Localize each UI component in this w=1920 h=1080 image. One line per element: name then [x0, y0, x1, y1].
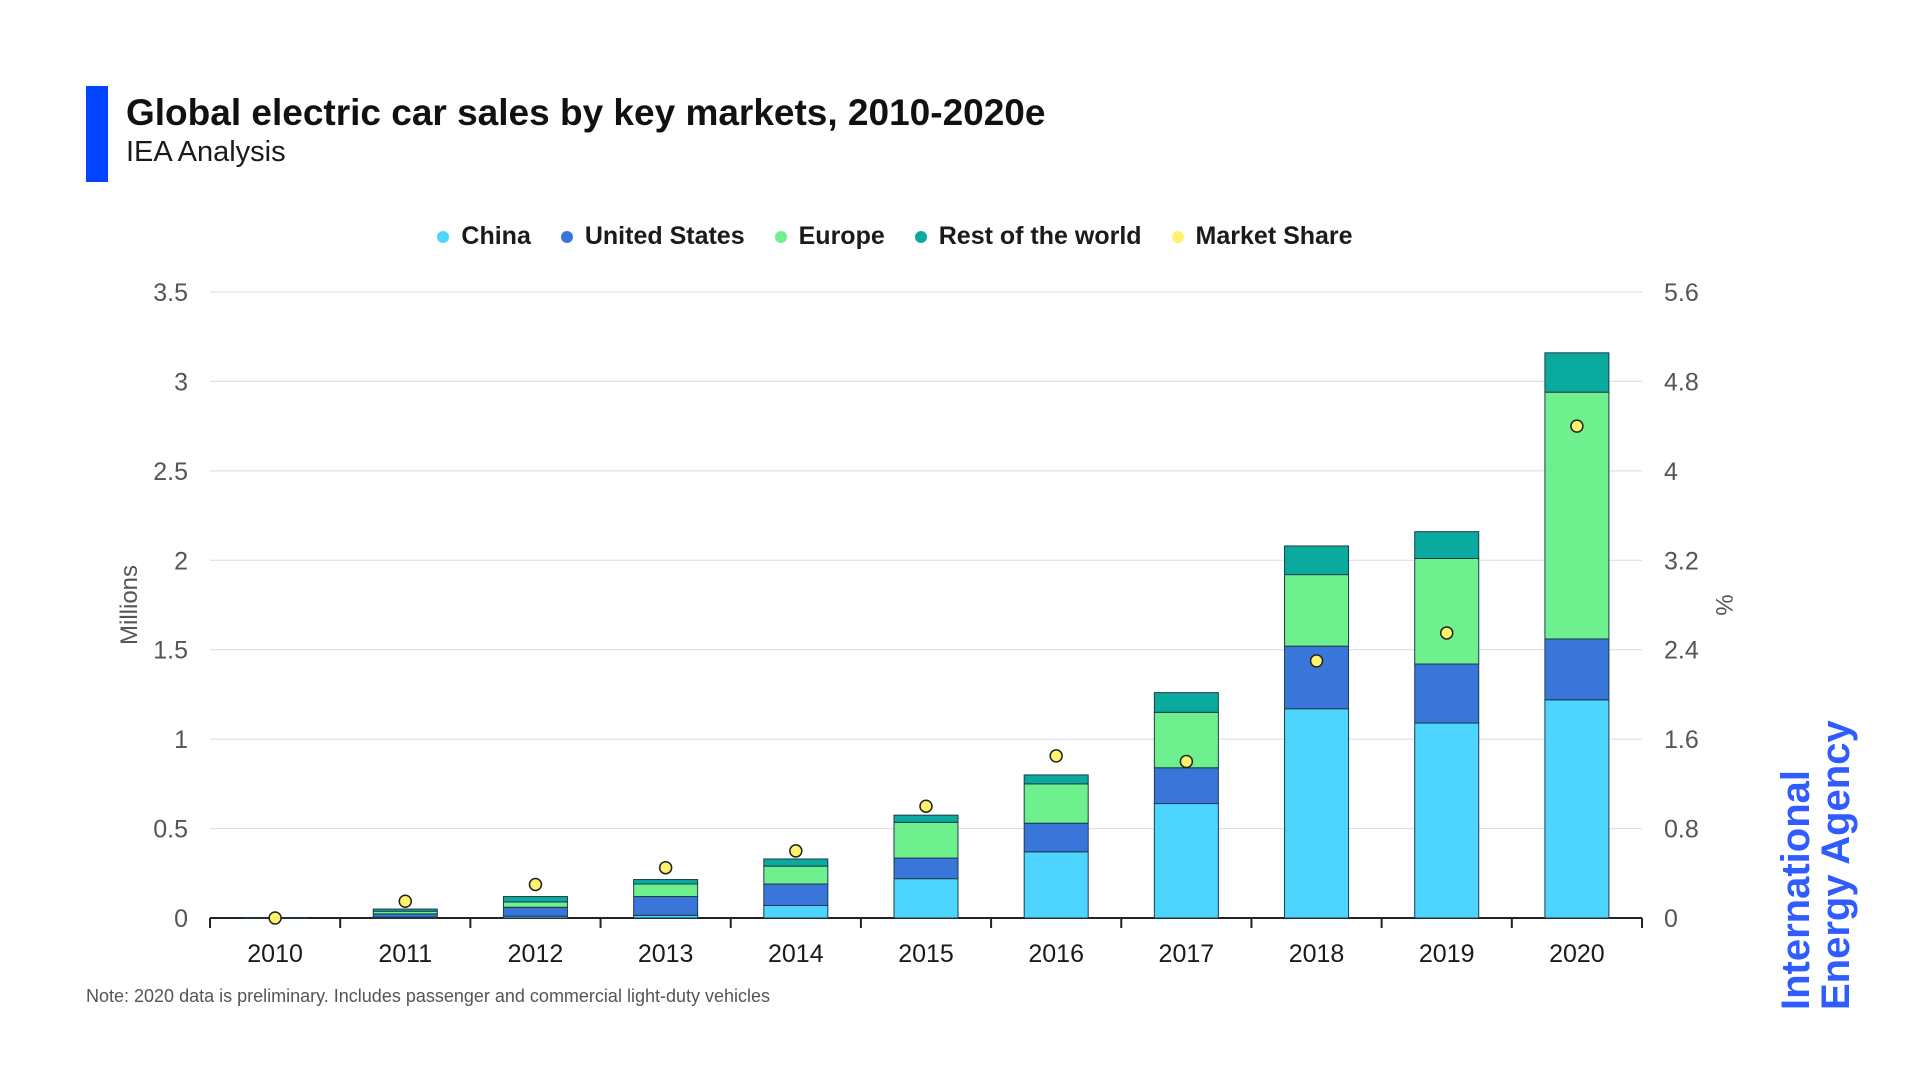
x-tick-label: 2020: [1549, 940, 1605, 968]
x-tick-label: 2013: [638, 940, 694, 968]
y-right-tick-label: 0: [1664, 905, 1678, 933]
legend-item-rest-of-world: Rest of the world: [914, 222, 1142, 251]
market-share-point-2020: [1570, 419, 1584, 433]
bar-europe-2018: [1284, 574, 1350, 647]
x-tick-label: 2018: [1289, 940, 1345, 968]
x-tick-label: 2016: [1028, 940, 1084, 968]
bar-united-states-2012: [502, 906, 568, 917]
bar-rest-of-world-2015: [893, 814, 959, 823]
bar-china-2020: [1544, 699, 1610, 919]
y-right-tick-label: 0.8: [1664, 816, 1699, 844]
y-left-tick-label: 0: [174, 905, 188, 933]
x-tick-label: 2015: [898, 940, 954, 968]
chart-title: Global electric car sales by key markets…: [126, 92, 1046, 133]
bar-china-2019: [1414, 722, 1480, 919]
market-share-point-2018: [1309, 654, 1324, 668]
market-share-point-2017: [1179, 754, 1194, 769]
y-right-tick-label: 2.4: [1664, 637, 1699, 665]
legend-label-europe: Europe: [798, 222, 885, 250]
chart-subtitle: IEA Analysis: [126, 136, 286, 168]
x-tick-label: 2010: [247, 940, 303, 968]
bar-rest-of-world-2020: [1544, 352, 1610, 393]
market-share-point-2013: [658, 860, 673, 875]
bar-europe-2014: [763, 865, 829, 885]
legend-item-europe: Europe: [774, 222, 885, 251]
bar-united-states-2016: [1023, 822, 1089, 853]
y-right-tick-label: 4: [1664, 458, 1678, 486]
bar-china-2018: [1284, 708, 1350, 919]
legend-swatch-united-states: [560, 230, 573, 243]
y-left-axis-title: Millions: [116, 565, 143, 645]
legend-label-united-states: United States: [584, 222, 745, 250]
y-left-tick-label: 2: [174, 547, 188, 575]
bar-europe-2012: [502, 901, 568, 908]
y-left-tick-label: 1.5: [153, 637, 188, 665]
x-tick-label: 2017: [1159, 940, 1215, 968]
y-right-tick-label: 3.2: [1664, 547, 1699, 575]
y-right-tick-label: 1.6: [1664, 726, 1699, 754]
logo-line-1: International: [1774, 769, 1818, 1010]
bar-rest-of-world-2011: [372, 908, 438, 912]
legend-item-united-states: United States: [560, 222, 745, 251]
bar-united-states-2019: [1414, 663, 1480, 724]
x-tick-label: 2014: [768, 940, 824, 968]
bar-china-2017: [1153, 803, 1219, 919]
bar-united-states-2013: [633, 896, 699, 916]
y-left-tick-label: 3: [174, 368, 188, 396]
legend-swatch-market-share: [1171, 230, 1184, 243]
bar-united-states-2017: [1153, 767, 1219, 805]
bar-europe-2019: [1414, 557, 1480, 665]
market-share-point-2016: [1049, 749, 1063, 763]
bar-rest-of-world-2018: [1284, 545, 1350, 576]
bar-united-states-2014: [763, 883, 829, 906]
market-share-point-2015: [919, 799, 933, 813]
bar-rest-of-world-2013: [633, 879, 699, 885]
y-right-axis-title: %: [1710, 594, 1737, 615]
market-share-point-2014: [789, 844, 803, 858]
market-share-point-2010: [268, 911, 282, 925]
bar-china-2014: [763, 904, 829, 919]
y-left-tick-label: 0.5: [153, 816, 188, 844]
bar-rest-of-world-2014: [763, 858, 829, 867]
iea-logo: International Energy Agency: [1774, 720, 1858, 1010]
bar-europe-2013: [633, 883, 699, 898]
legend-item-china: China: [437, 222, 531, 251]
x-tick-label: 2019: [1419, 940, 1475, 968]
bar-china-2016: [1023, 851, 1089, 919]
y-left-tick-label: 1: [174, 726, 188, 754]
chart-legend: China United States Europe Rest of the w…: [0, 222, 1790, 251]
bar-rest-of-world-2016: [1023, 774, 1089, 785]
footnote: Note: 2020 data is preliminary. Includes…: [86, 986, 771, 1006]
market-share-point-2011: [398, 894, 413, 908]
market-share-point-2012: [528, 877, 543, 892]
bar-europe-2016: [1023, 783, 1089, 824]
bar-europe-2020: [1544, 391, 1610, 640]
bar-europe-2015: [893, 821, 959, 859]
legend-label-rest-of-world: Rest of the world: [938, 222, 1142, 250]
bar-rest-of-world-2019: [1414, 531, 1480, 559]
y-right-tick-label: 4.8: [1664, 368, 1699, 396]
legend-swatch-china: [437, 230, 450, 243]
y-left-tick-label: 3.5: [153, 279, 188, 307]
legend-swatch-europe: [774, 230, 787, 243]
logo-line-2: Energy Agency: [1814, 720, 1858, 1010]
title-accent-bar: [86, 86, 108, 182]
legend-label-china: China: [461, 222, 531, 250]
legend-label-market-share: Market Share: [1195, 222, 1353, 250]
bar-rest-of-world-2017: [1153, 692, 1219, 713]
x-tick-label: 2012: [508, 940, 564, 968]
y-left-tick-label: 2.5: [153, 458, 188, 486]
market-share-point-2019: [1439, 626, 1454, 640]
y-right-tick-label: 5.6: [1664, 279, 1699, 307]
x-tick-label: 2011: [378, 940, 432, 968]
bar-china-2015: [893, 878, 959, 919]
bar-rest-of-world-2012: [502, 896, 568, 903]
legend-item-market-share: Market Share: [1171, 222, 1353, 251]
bar-united-states-2015: [893, 857, 959, 880]
bar-united-states-2020: [1544, 638, 1610, 701]
legend-swatch-rest-of-world: [914, 230, 927, 243]
